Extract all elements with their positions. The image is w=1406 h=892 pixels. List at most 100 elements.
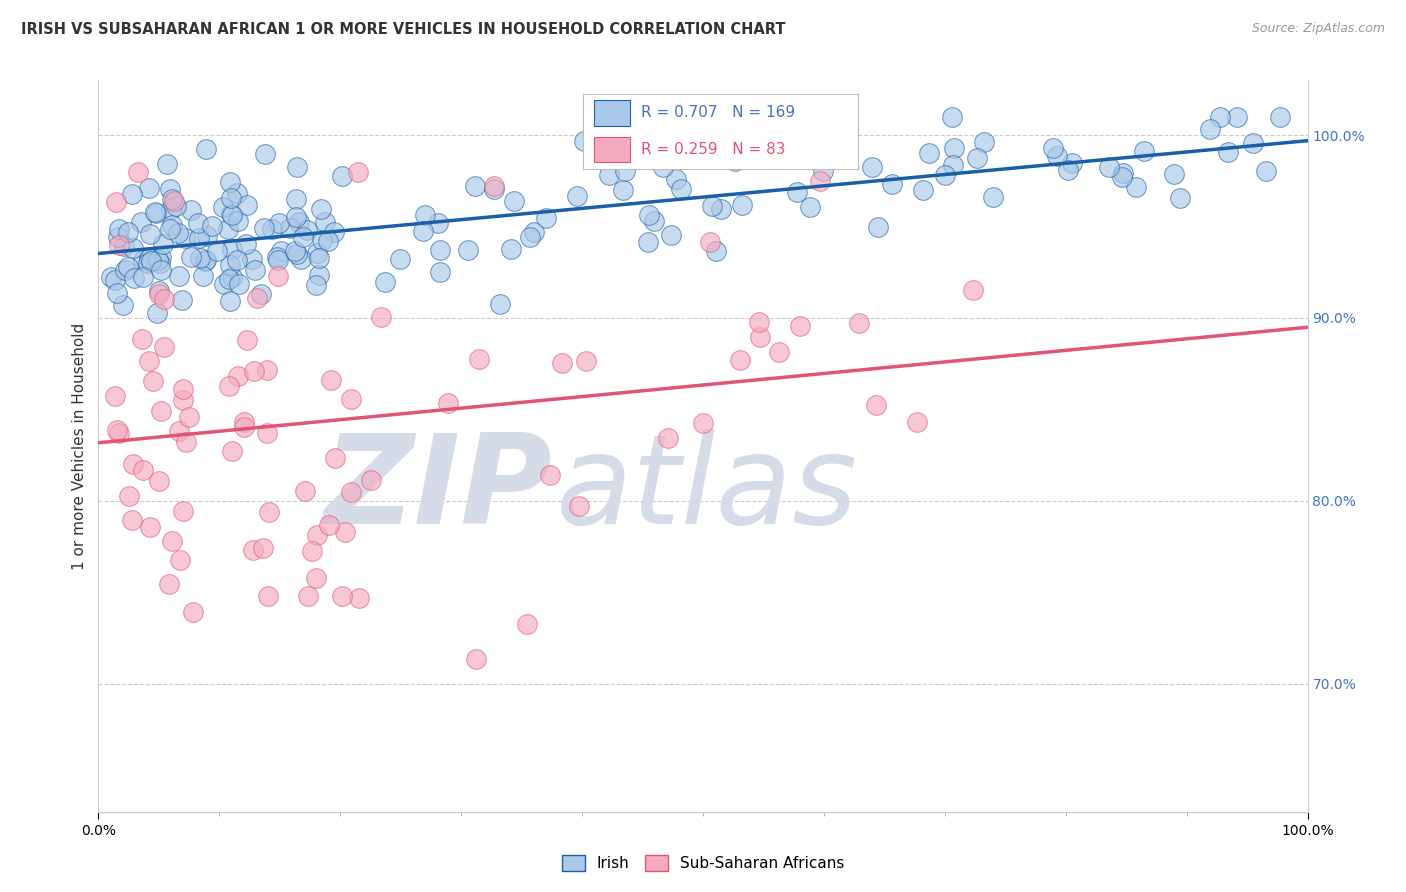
Point <box>489 297 512 311</box>
Point <box>905 415 928 429</box>
Point <box>156 157 179 171</box>
Point <box>567 189 589 203</box>
Point <box>1057 162 1080 177</box>
Point <box>568 499 591 513</box>
Point <box>138 251 160 265</box>
Point <box>112 239 135 253</box>
Text: atlas: atlas <box>555 429 858 550</box>
Point <box>160 533 183 548</box>
Point <box>413 208 436 222</box>
Point <box>1256 163 1278 178</box>
Point <box>149 256 172 270</box>
Point <box>347 164 370 178</box>
Point <box>112 298 135 312</box>
Point <box>637 208 659 222</box>
Point <box>1199 122 1222 136</box>
Point <box>464 179 486 194</box>
Point <box>256 426 278 441</box>
Point <box>180 251 202 265</box>
Point <box>266 250 288 264</box>
Point <box>221 269 243 284</box>
Point <box>523 225 546 239</box>
Point <box>692 416 714 430</box>
Point <box>256 363 278 377</box>
Point <box>710 202 733 216</box>
Point <box>219 175 242 189</box>
Point <box>704 244 727 258</box>
Point <box>311 233 333 247</box>
Point <box>108 425 131 440</box>
Point <box>105 423 128 437</box>
Point <box>502 194 524 209</box>
Point <box>236 198 259 212</box>
Point <box>1208 110 1230 124</box>
Point <box>172 293 194 307</box>
Point <box>285 192 308 206</box>
Point <box>1125 179 1147 194</box>
Point <box>257 590 280 604</box>
Y-axis label: 1 or more Vehicles in Household: 1 or more Vehicles in Household <box>72 322 87 570</box>
Point <box>138 251 160 265</box>
Point <box>482 182 505 196</box>
Point <box>169 553 191 567</box>
Bar <box>595 136 630 161</box>
Point <box>374 275 396 289</box>
Point <box>226 186 249 200</box>
Point <box>195 253 218 268</box>
Point <box>165 198 187 212</box>
Point <box>574 135 596 149</box>
Point <box>808 174 831 188</box>
Point <box>131 332 153 346</box>
Point <box>305 278 328 293</box>
Point <box>267 268 290 283</box>
Point <box>228 277 250 291</box>
Point <box>163 194 186 209</box>
Point <box>219 294 242 309</box>
Point <box>291 230 314 244</box>
Point <box>427 216 450 230</box>
Point <box>160 219 183 233</box>
Point <box>174 231 197 245</box>
Point <box>236 333 259 347</box>
Point <box>1226 110 1249 124</box>
Point <box>105 194 128 209</box>
Point <box>464 652 486 666</box>
Point <box>166 226 188 240</box>
Point <box>226 213 249 227</box>
Point <box>865 399 887 413</box>
Point <box>789 318 811 333</box>
Point <box>252 541 274 556</box>
Point <box>122 457 145 471</box>
Point <box>868 219 890 234</box>
Point <box>699 235 721 250</box>
Point <box>880 178 903 192</box>
Point <box>370 310 392 325</box>
Point <box>259 505 281 519</box>
Point <box>149 250 172 264</box>
Point <box>242 252 264 267</box>
Point <box>232 415 254 429</box>
Point <box>323 225 346 239</box>
Point <box>429 265 451 279</box>
Point <box>786 185 808 199</box>
Point <box>429 244 451 258</box>
Point <box>245 263 267 277</box>
Point <box>194 253 217 268</box>
Point <box>285 211 308 225</box>
Point <box>768 344 790 359</box>
Point <box>150 404 173 418</box>
Point <box>235 236 257 251</box>
Point <box>117 225 139 239</box>
Point <box>122 271 145 285</box>
Point <box>318 234 340 248</box>
Point <box>388 252 411 267</box>
Point <box>127 164 149 178</box>
Point <box>319 373 342 387</box>
Point <box>107 230 129 244</box>
Point <box>278 220 301 235</box>
Legend: Irish, Sub-Saharan Africans: Irish, Sub-Saharan Africans <box>555 849 851 877</box>
Point <box>254 146 277 161</box>
Point <box>307 246 329 260</box>
Point <box>201 219 224 233</box>
Point <box>340 392 363 407</box>
